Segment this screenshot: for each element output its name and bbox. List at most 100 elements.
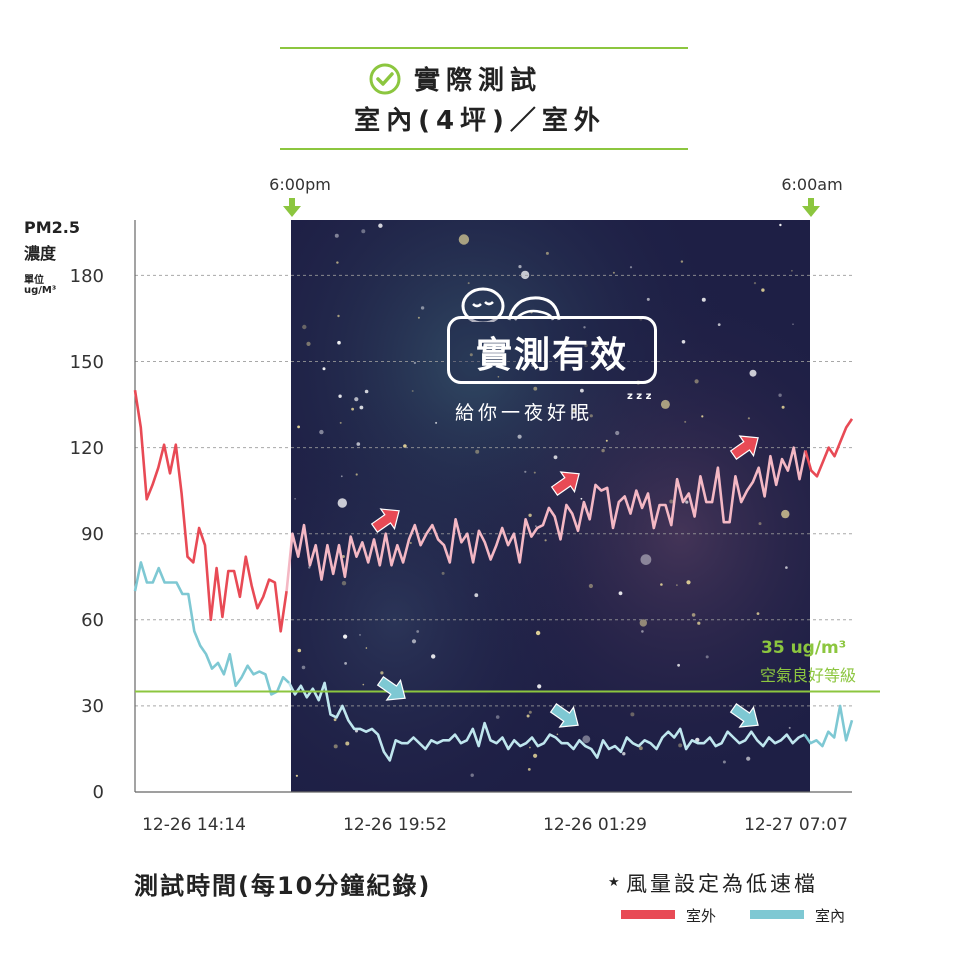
star xyxy=(417,316,420,319)
star xyxy=(781,509,790,519)
star xyxy=(694,379,699,384)
star xyxy=(526,714,530,718)
star xyxy=(583,326,586,329)
star xyxy=(469,353,473,357)
star xyxy=(705,655,709,659)
trend-down-arrow-icon-shape xyxy=(729,703,759,728)
star xyxy=(517,434,522,439)
star xyxy=(356,442,361,446)
trend-down-arrow-icon-shape xyxy=(549,703,579,728)
star xyxy=(380,671,384,675)
star xyxy=(294,498,296,500)
star xyxy=(333,718,337,722)
y-label-concentration: 濃度 xyxy=(24,244,57,263)
star xyxy=(524,470,527,473)
y-tick-0: 0 xyxy=(92,782,104,803)
star xyxy=(475,449,480,454)
legend-outdoor-swatch xyxy=(621,910,675,919)
star xyxy=(474,593,479,598)
star xyxy=(660,399,670,409)
panel-subtitle: 給你一夜好眠 xyxy=(455,402,594,424)
star xyxy=(788,726,791,729)
star xyxy=(669,499,674,504)
star xyxy=(319,429,324,435)
star xyxy=(355,729,358,733)
start-time-marker: 6:00pm xyxy=(269,175,331,194)
start-arrow-down-icon xyxy=(283,198,301,217)
star xyxy=(467,282,470,285)
star xyxy=(308,566,311,569)
star xyxy=(518,265,522,269)
star xyxy=(544,539,547,542)
star xyxy=(458,234,470,245)
star xyxy=(697,621,701,625)
star xyxy=(338,394,342,398)
trend-up-arrow-icon xyxy=(550,471,580,496)
star xyxy=(605,439,608,442)
panel-title: 實測有效 xyxy=(475,335,628,376)
star xyxy=(337,498,347,508)
star xyxy=(411,390,414,392)
star xyxy=(640,554,652,565)
star xyxy=(749,369,757,377)
series-line-outdoor xyxy=(133,390,288,633)
trend-up-arrow-icon-shape xyxy=(370,508,400,533)
star xyxy=(528,710,532,714)
star xyxy=(361,229,366,234)
star xyxy=(364,389,369,394)
star xyxy=(362,683,365,686)
star xyxy=(403,444,407,448)
star xyxy=(717,323,721,326)
series-line-indoor xyxy=(133,561,290,696)
star xyxy=(297,648,302,653)
star xyxy=(378,223,383,228)
star xyxy=(676,584,678,586)
star xyxy=(781,405,785,409)
threshold-value-label: 35 ug/m³ xyxy=(761,638,847,658)
star xyxy=(584,343,588,348)
star xyxy=(691,613,696,617)
star xyxy=(535,525,537,527)
star xyxy=(302,324,307,330)
star xyxy=(785,566,788,569)
star xyxy=(758,522,762,526)
star xyxy=(684,420,687,423)
night-panel xyxy=(291,220,810,792)
star xyxy=(340,475,343,478)
star xyxy=(520,270,530,280)
y-unit-value: ug/M³ xyxy=(24,285,57,296)
star xyxy=(685,500,689,504)
star xyxy=(365,647,368,649)
star xyxy=(337,340,341,345)
star xyxy=(580,497,583,500)
threshold-desc-label: 空氣良好等級 xyxy=(760,666,857,685)
star xyxy=(556,733,559,736)
x-tick-4: 12-27 07:07 xyxy=(744,815,848,835)
star xyxy=(747,417,751,420)
star xyxy=(612,366,615,369)
star xyxy=(660,583,663,586)
star xyxy=(343,634,348,639)
star xyxy=(528,352,531,356)
star xyxy=(333,744,338,749)
star xyxy=(337,314,340,318)
star xyxy=(646,297,650,301)
y-tick-150: 150 xyxy=(69,352,104,373)
x-tick-3: 12-26 01:29 xyxy=(543,815,647,835)
star xyxy=(582,735,591,744)
legend-indoor-label: 室內 xyxy=(815,907,846,925)
y-tick-90: 90 xyxy=(81,524,104,545)
series-line-outdoor xyxy=(285,446,807,592)
star-field xyxy=(294,223,794,777)
star xyxy=(297,425,300,429)
series-line-indoor xyxy=(803,704,854,748)
star xyxy=(779,223,782,227)
star xyxy=(435,421,438,424)
star xyxy=(529,746,531,749)
star xyxy=(409,542,412,544)
star xyxy=(630,712,635,717)
y-tick-30: 30 xyxy=(81,696,104,717)
header-top-rule xyxy=(280,47,688,49)
star xyxy=(722,760,726,764)
